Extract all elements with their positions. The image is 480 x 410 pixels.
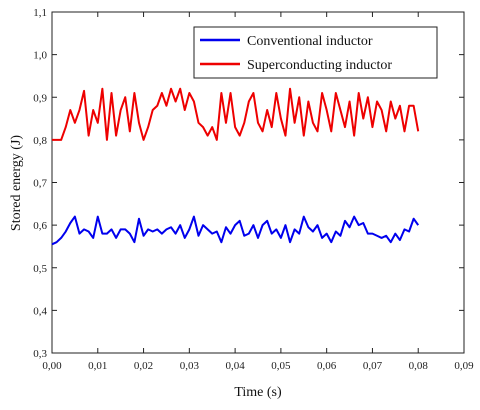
y-tick-label: 1,0 [33,50,47,62]
y-tick-label: 0,4 [33,305,47,317]
x-tick-label: 0,09 [454,360,474,372]
y-tick-label: 0,9 [33,92,47,104]
x-tick-label: 0,03 [180,360,200,372]
legend-box [193,26,438,79]
x-tick-label: 0,01 [88,360,107,372]
y-tick-label: 0,3 [33,348,47,360]
legend-label-conventional: Conventional inductor [247,34,373,49]
y-axis-title: Stored energy (J) [9,135,24,231]
x-tick-label: 0,00 [42,360,62,372]
x-axis-title: Time (s) [234,385,282,400]
x-tick-label: 0,02 [134,360,153,372]
series-line-superconducting [52,87,420,141]
x-tick-label: 0,06 [317,360,337,372]
y-tick-label: 0,5 [33,263,47,275]
legend: Conventional inductor Superconducting in… [193,26,438,79]
y-axis: 0,3 0,4 0,5 0,6 0,7 0,8 0,9 1,0 1,1 [33,7,464,360]
x-tick-label: 0,05 [271,360,291,372]
x-axis: 0,00 0,01 0,02 0,03 0,04 0,05 0,06 0,07 0,08 0,09 [42,12,474,372]
y-tick-label: 0,7 [33,178,47,190]
x-tick-label: 0,04 [225,360,245,372]
x-tick-label: 0,07 [363,360,383,372]
x-tick-label: 0,08 [409,360,429,372]
legend-label-superconducting: Superconducting inductor [247,58,392,73]
series-lines [51,87,420,246]
series-line-conventional [51,215,420,246]
y-tick-label: 0,6 [33,220,47,232]
y-tick-label: 1,1 [33,7,47,19]
y-tick-label: 0,8 [33,135,47,147]
